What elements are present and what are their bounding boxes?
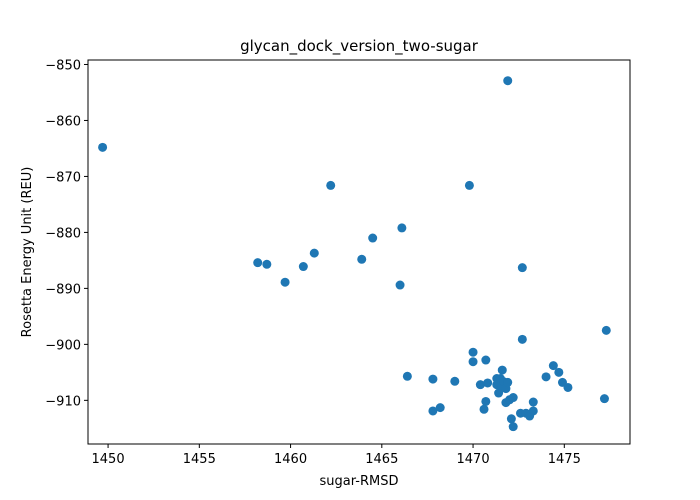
data-point bbox=[599, 394, 609, 404]
data-point bbox=[402, 371, 412, 381]
data-point bbox=[548, 361, 558, 371]
x-tick-label: 1475 bbox=[548, 452, 581, 467]
data-point bbox=[309, 248, 319, 258]
data-point bbox=[481, 355, 491, 365]
x-tick-label: 1465 bbox=[365, 452, 398, 467]
x-tick-label: 1455 bbox=[183, 452, 216, 467]
y-tick-label: −910 bbox=[45, 394, 81, 409]
y-axis-ticks: −850 −860 −870 −880 −890 −900 −910 bbox=[45, 58, 88, 409]
data-point bbox=[517, 334, 527, 344]
data-point bbox=[435, 403, 445, 413]
y-axis-label: Rosetta Energy Unit (REU) bbox=[20, 167, 35, 338]
data-point bbox=[554, 367, 564, 377]
data-point bbox=[368, 233, 378, 243]
data-point bbox=[395, 280, 405, 290]
x-axis-ticks: 1450 1455 1460 1465 1470 1475 bbox=[92, 444, 581, 467]
data-point bbox=[326, 180, 336, 190]
data-point bbox=[450, 376, 460, 386]
y-tick-label: −870 bbox=[45, 170, 81, 185]
data-point bbox=[528, 406, 538, 416]
y-tick-label: −860 bbox=[45, 114, 81, 129]
x-axis-label: sugar-RMSD bbox=[320, 474, 399, 489]
data-point bbox=[253, 258, 263, 268]
plot-frame bbox=[87, 59, 631, 445]
data-point bbox=[464, 180, 474, 190]
x-tick-label: 1460 bbox=[274, 452, 307, 467]
data-point bbox=[428, 374, 438, 384]
data-point bbox=[528, 397, 538, 407]
data-point bbox=[506, 414, 516, 424]
data-point bbox=[503, 76, 513, 86]
data-point bbox=[479, 404, 489, 414]
data-point bbox=[563, 382, 573, 392]
y-tick-label: −900 bbox=[45, 338, 81, 353]
data-point bbox=[481, 396, 491, 406]
data-point bbox=[280, 277, 290, 287]
data-point bbox=[508, 393, 518, 403]
data-point bbox=[397, 223, 407, 233]
y-tick-label: −850 bbox=[45, 58, 81, 73]
data-point bbox=[98, 142, 108, 152]
data-point bbox=[428, 406, 438, 416]
y-tick-label: −890 bbox=[45, 282, 81, 297]
data-point bbox=[298, 262, 308, 272]
data-point bbox=[508, 422, 518, 432]
data-point bbox=[468, 347, 478, 357]
data-point bbox=[601, 325, 611, 335]
data-point bbox=[503, 377, 513, 387]
data-point bbox=[541, 372, 551, 382]
data-points bbox=[98, 76, 611, 432]
data-point bbox=[517, 263, 527, 273]
y-tick-label: −880 bbox=[45, 226, 81, 241]
data-point bbox=[262, 259, 272, 269]
data-point bbox=[475, 380, 485, 390]
x-tick-label: 1450 bbox=[92, 452, 125, 467]
data-point bbox=[497, 365, 507, 375]
data-point bbox=[468, 357, 478, 367]
chart-title: glycan_dock_version_two-sugar bbox=[240, 37, 479, 56]
data-point bbox=[483, 378, 493, 388]
x-tick-label: 1470 bbox=[457, 452, 490, 467]
data-point bbox=[357, 254, 367, 264]
